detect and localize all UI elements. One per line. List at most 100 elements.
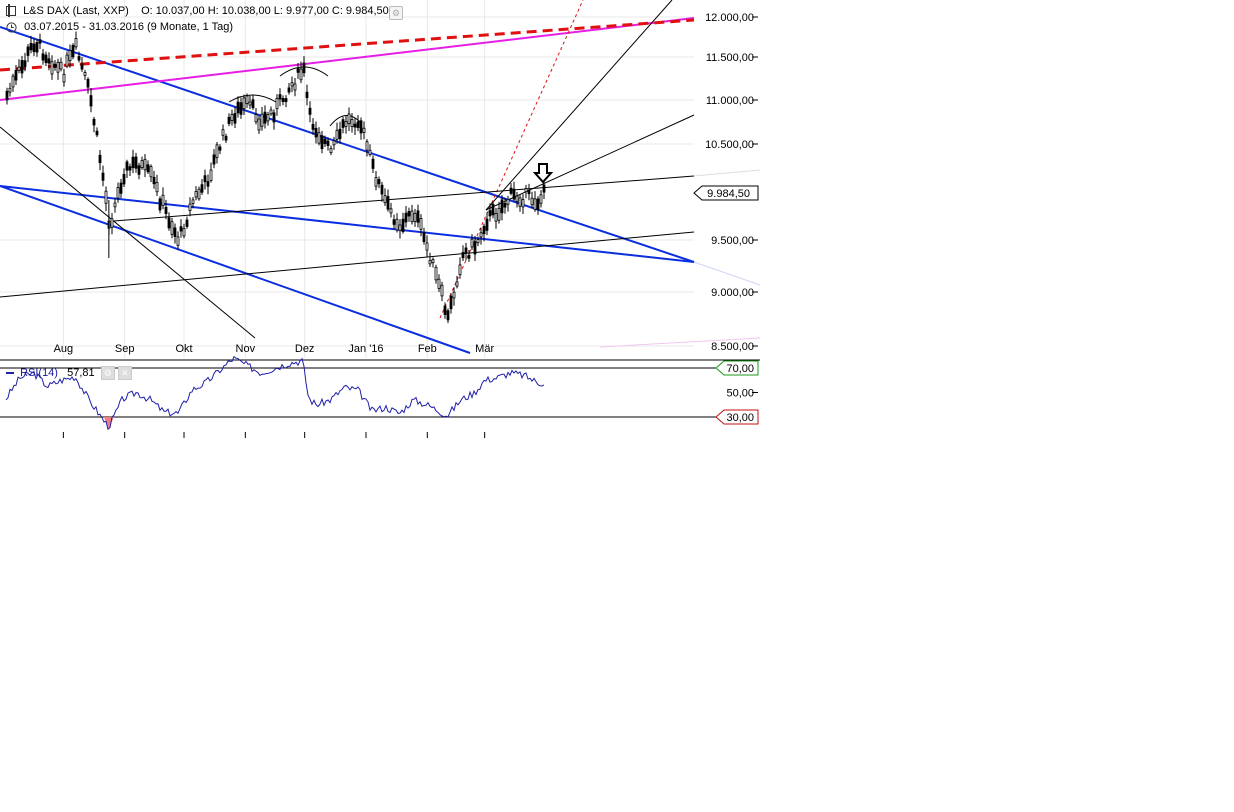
candle-body — [446, 310, 450, 321]
candle-body — [437, 278, 441, 289]
candle-body — [227, 116, 231, 124]
candle-body — [134, 156, 138, 169]
candle-body — [221, 129, 225, 136]
candle-body — [458, 264, 462, 276]
candle-body — [323, 138, 327, 144]
rsi-close-button[interactable]: ✕ — [117, 366, 132, 380]
candle-body — [47, 58, 51, 64]
candle-body — [44, 54, 48, 63]
candle-body — [53, 63, 57, 68]
candle-body — [224, 135, 228, 141]
candle-body — [194, 191, 198, 198]
rsi-value: 57,81 — [67, 366, 95, 379]
x-tick-label: Sep — [115, 343, 135, 355]
candle-body — [89, 95, 93, 107]
candle-body — [245, 95, 249, 104]
candle-body — [398, 224, 402, 232]
x-tick-label: Feb — [418, 343, 437, 355]
candle-body — [101, 172, 105, 181]
candle-body — [170, 221, 174, 235]
candle-body — [137, 165, 141, 175]
rsi-name: RSI(14) — [20, 366, 58, 379]
candle-body — [329, 148, 333, 154]
candle-body — [428, 260, 432, 265]
candle-body — [122, 173, 126, 185]
candle-body — [59, 61, 63, 70]
candle-body — [128, 166, 132, 171]
candle-body — [8, 87, 12, 93]
magenta-trendline — [0, 17, 695, 101]
candle-body — [455, 281, 459, 287]
candle-body — [152, 176, 156, 185]
candle-body — [494, 212, 498, 222]
candle-body — [5, 90, 9, 101]
candle-body — [371, 158, 375, 169]
candle-body — [383, 195, 387, 204]
candle-body — [62, 73, 66, 83]
arrow-down-marker-icon — [532, 163, 554, 184]
candle-body — [434, 266, 438, 281]
candle-body — [284, 98, 288, 103]
candle-body — [374, 177, 378, 187]
candle-body — [164, 206, 168, 214]
candle-body — [116, 187, 120, 199]
candle-body — [98, 154, 102, 164]
rsi-oversold-fill — [103, 417, 114, 430]
candle-body — [65, 54, 69, 67]
candle-body — [296, 67, 300, 73]
rsi-line — [5, 355, 545, 431]
price-tick-label: 11.000,00 — [706, 95, 754, 107]
candle-body — [248, 101, 252, 106]
candle-body — [407, 211, 411, 217]
candle-body — [302, 62, 306, 74]
candle-body — [56, 61, 60, 73]
candle-body — [353, 123, 357, 128]
candle-body — [473, 241, 477, 255]
candle-body — [14, 69, 18, 81]
price-tick-label: 12.000,00 — [705, 12, 754, 24]
candle-body — [32, 43, 36, 53]
candle-body — [452, 291, 456, 299]
candle-body — [80, 63, 84, 70]
candle-body — [365, 141, 369, 151]
x-tick-label: Mär — [475, 343, 494, 355]
candles — [5, 31, 546, 324]
grid — [0, 0, 694, 358]
candle-body — [527, 190, 531, 195]
candle-body — [350, 119, 354, 127]
candle-body — [140, 160, 144, 169]
candle-body — [176, 236, 180, 246]
candle-body — [200, 184, 204, 193]
candle-body — [317, 132, 321, 144]
price-tick-label: 9.000,00 — [711, 287, 754, 299]
candle-body — [332, 140, 336, 146]
blue-channel-lower-ext — [693, 261, 760, 286]
rsi-tick-label: 50,00 — [726, 388, 754, 400]
last-price-label: 9.984,50 — [707, 188, 750, 200]
candle-body — [269, 109, 273, 115]
candle-body — [443, 305, 447, 315]
candle-body — [281, 98, 285, 102]
candle-body — [272, 112, 276, 123]
candle-body — [191, 199, 195, 204]
candle-body — [50, 61, 54, 75]
candle-body — [254, 114, 258, 123]
candle-body — [173, 227, 177, 237]
candle-body — [209, 169, 213, 181]
candle-body — [266, 114, 270, 122]
candle-body — [506, 198, 510, 205]
candle-body — [362, 127, 366, 133]
red-dotted-fan — [439, 0, 584, 319]
black-fan-mid — [485, 114, 695, 211]
candle-body — [155, 182, 159, 193]
candle-body — [467, 254, 471, 259]
black-decline-line — [0, 126, 256, 339]
clock-icon — [6, 21, 17, 33]
candle-body — [233, 113, 237, 124]
candle-body — [491, 203, 495, 216]
rsi-settings-button[interactable]: ⚙ — [100, 366, 115, 380]
candle-body — [308, 107, 312, 115]
candle-body — [482, 225, 486, 235]
gear-icon[interactable]: ⚙ — [389, 6, 403, 20]
candle-body — [305, 91, 309, 99]
